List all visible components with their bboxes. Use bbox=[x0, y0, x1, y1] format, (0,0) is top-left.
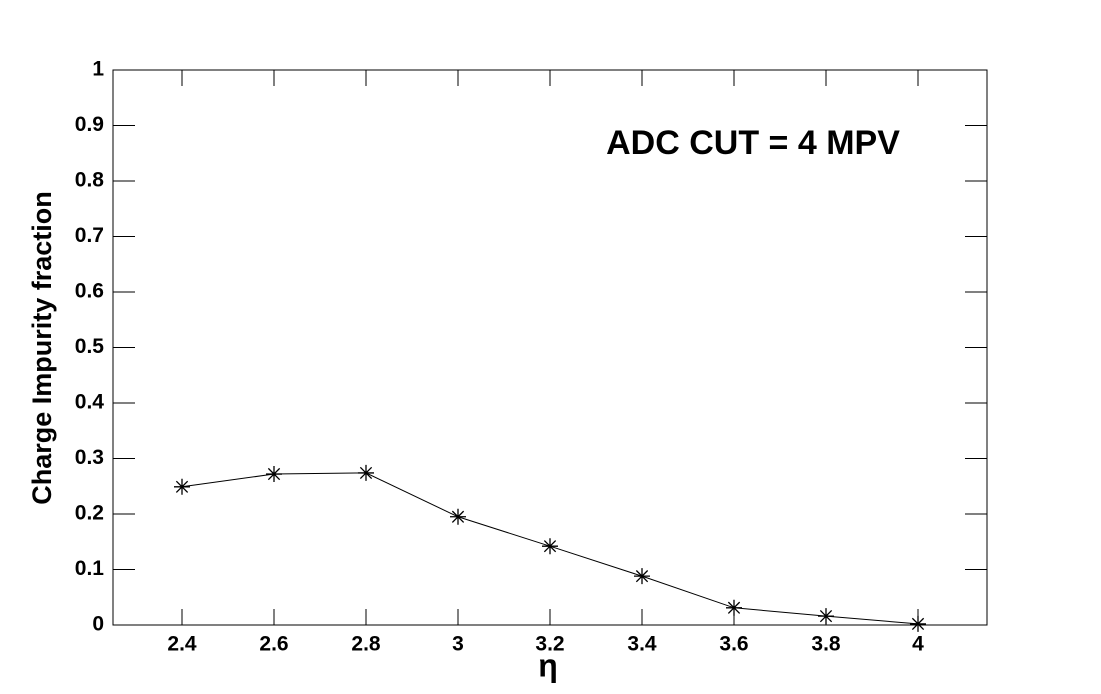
x-tick-label: 3.4 bbox=[627, 633, 657, 656]
data-marker bbox=[266, 466, 282, 483]
x-tick-label: 2.8 bbox=[351, 633, 381, 656]
x-tick-label: 3.2 bbox=[535, 633, 564, 656]
y-tick-label: 1 bbox=[92, 58, 104, 81]
y-tick-label: 0.7 bbox=[75, 224, 104, 247]
y-tick-label: 0.2 bbox=[75, 502, 104, 525]
x-tick-label: 3 bbox=[452, 633, 464, 656]
x-tick-label: 4 bbox=[912, 633, 924, 656]
data-marker bbox=[726, 599, 742, 616]
x-tick-label: 3.8 bbox=[811, 633, 841, 656]
y-tick-label: 0 bbox=[92, 613, 104, 636]
data-marker bbox=[634, 568, 650, 585]
y-axis-title: Charge Impurity fraction bbox=[27, 191, 57, 505]
data-marker bbox=[358, 464, 374, 481]
x-tick-label: 3.6 bbox=[719, 633, 748, 656]
y-tick-label: 0.8 bbox=[75, 169, 105, 192]
y-tick-label: 0.4 bbox=[75, 391, 105, 414]
x-axis-title: η bbox=[538, 647, 558, 683]
data-marker bbox=[450, 508, 466, 525]
y-tick-label: 0.9 bbox=[75, 113, 104, 136]
x-tick-label: 2.4 bbox=[167, 633, 197, 656]
y-tick-label: 0.6 bbox=[75, 280, 104, 303]
data-marker bbox=[542, 538, 558, 555]
y-tick-label: 0.5 bbox=[75, 335, 105, 358]
y-tick-label: 0.1 bbox=[75, 557, 105, 580]
y-tick-label: 0.3 bbox=[75, 446, 104, 469]
annotation: ADC CUT = 4 MPV bbox=[606, 124, 900, 162]
data-marker bbox=[174, 478, 190, 495]
data-marker bbox=[910, 615, 926, 632]
data-marker bbox=[818, 608, 834, 625]
x-tick-label: 2.6 bbox=[259, 633, 288, 656]
